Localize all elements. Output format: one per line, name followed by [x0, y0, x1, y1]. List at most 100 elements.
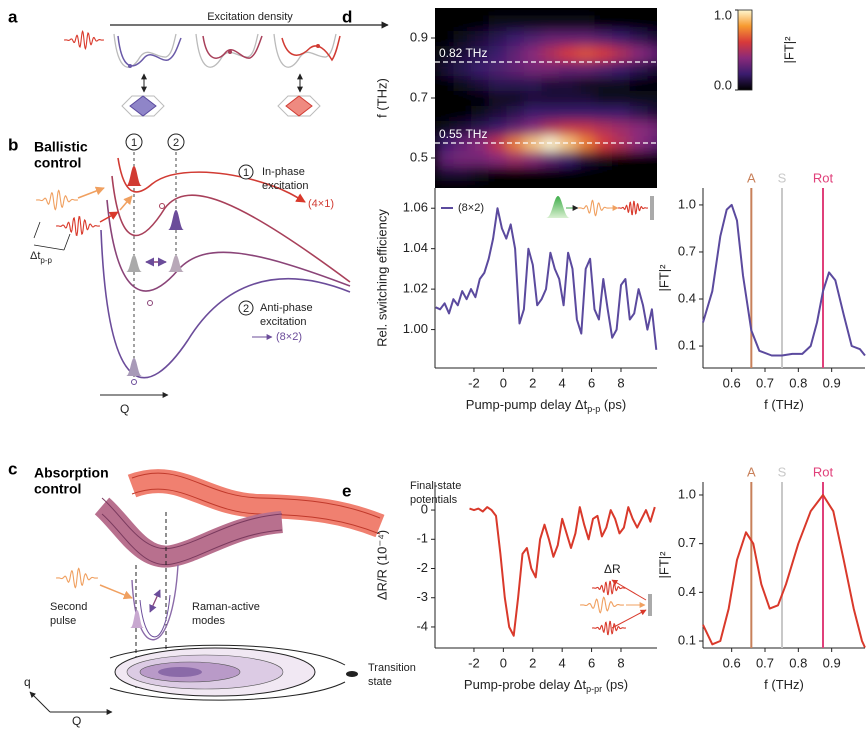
y-tick-label: 0.5 — [410, 149, 428, 164]
x-tick-label: 0.6 — [723, 375, 741, 390]
y-tick-label: 1.0 — [678, 196, 696, 211]
caption: Raman-active — [192, 601, 260, 613]
y-tick-label: 0.7 — [678, 535, 696, 550]
heatmap-cell — [523, 60, 543, 76]
y-axis-label: |FT|² — [656, 551, 671, 579]
heatmap-cell — [576, 150, 596, 166]
annotation-label: 0.82 THz — [439, 46, 487, 60]
state-label: (8×2) — [276, 331, 302, 343]
lattice — [277, 95, 321, 117]
legend-label: (8×2) — [458, 202, 484, 214]
heatmap-cell — [576, 75, 596, 91]
y-tick-label: 1.00 — [403, 321, 428, 336]
light-pulse — [592, 580, 626, 596]
heatmap-cell — [629, 120, 648, 136]
dot — [147, 300, 153, 306]
colorbar-label: |FT|² — [781, 36, 796, 64]
heatmap-cell — [435, 30, 454, 46]
y-tick-label: 0.7 — [678, 243, 696, 258]
x-tick-label: 0.8 — [789, 655, 807, 670]
heatmap-cell — [647, 15, 657, 31]
heatmap-cell — [471, 135, 490, 151]
heatmap-cell — [506, 150, 525, 166]
data-line — [435, 207, 658, 350]
potential-band — [127, 469, 385, 538]
heatmap-cell — [594, 30, 613, 46]
y-tick-label: -4 — [416, 618, 428, 633]
caption: potentials — [410, 494, 458, 506]
heatmap-cell — [647, 135, 657, 151]
marker-label: S — [778, 464, 787, 479]
light-pulse — [578, 199, 610, 217]
heatmap — [435, 15, 657, 181]
marker-label: A — [747, 464, 756, 479]
dot — [228, 50, 232, 54]
heatmap-cell — [453, 30, 472, 46]
heatmap-cell — [435, 45, 454, 61]
heatmap-cell — [453, 60, 472, 76]
heatmap-cell — [453, 45, 472, 61]
heatmap-cell — [559, 135, 578, 151]
heatmap-cell — [506, 60, 525, 76]
x-axis-label-part: Pump-probe delay Δt — [464, 677, 587, 692]
panel-label: a — [8, 7, 18, 26]
heatmap-cell — [612, 150, 631, 166]
potential — [111, 175, 351, 283]
potential — [117, 157, 306, 203]
heatmap-cell — [488, 30, 507, 46]
heatmap-cells — [435, 15, 657, 181]
heatmap-cell — [647, 45, 657, 61]
heatmap-cell — [471, 150, 490, 166]
heatmap-cell — [594, 150, 613, 166]
dot — [131, 379, 137, 385]
step-circle — [167, 133, 185, 151]
x-tick-label: 2 — [529, 375, 536, 390]
marker-label: A — [747, 170, 756, 185]
arrow — [611, 579, 647, 601]
x-tick-label: 4 — [559, 375, 566, 390]
potential — [113, 33, 177, 68]
mode-label: Anti-phase — [260, 302, 313, 314]
x-axis-label: f (THz) — [764, 397, 804, 412]
heatmap-cell — [471, 30, 490, 46]
potential — [281, 35, 341, 62]
dot — [128, 64, 132, 68]
heatmap-cell — [435, 90, 454, 106]
y-tick-label: -1 — [416, 531, 428, 546]
heatmap-cell — [559, 120, 578, 136]
y-tick-label: 0.4 — [678, 290, 696, 305]
x-tick-label: -2 — [468, 375, 480, 390]
contour — [158, 667, 202, 677]
heatmap-cell — [559, 45, 578, 61]
state-label: (4×1) — [308, 198, 334, 210]
y-axis-label: |FT|² — [656, 264, 671, 292]
lattice-cell — [129, 95, 157, 117]
caption: pulse — [50, 615, 76, 627]
y-tick-label: 1.02 — [403, 281, 428, 296]
pulse-envelope — [546, 196, 570, 218]
heatmap-cell — [594, 120, 613, 136]
x-axis-label-part: f (THz) — [764, 677, 804, 692]
potential-band — [94, 497, 284, 568]
heatmap-cell — [612, 30, 631, 46]
heatmap-cell — [453, 90, 472, 106]
heatmap-cell — [471, 120, 490, 136]
annotation-label: 0.55 THz — [439, 127, 487, 141]
y-axis-label: f (THz) — [374, 78, 389, 118]
heatmap-cell — [523, 45, 543, 61]
wavepacket — [126, 358, 142, 376]
bracket — [33, 221, 71, 251]
step-number: 1 — [131, 137, 137, 149]
heatmap-cell — [559, 165, 578, 181]
light-pulse — [56, 215, 100, 237]
x-tick-label: 0.9 — [823, 655, 841, 670]
heatmap-cell — [612, 75, 631, 91]
heatmap-cell — [488, 120, 507, 136]
heatmap-cell — [523, 30, 543, 46]
panel-a: a Excitation density — [8, 7, 389, 117]
potential — [195, 33, 259, 68]
heatmap-cell — [488, 75, 507, 91]
x-tick-label: 2 — [529, 655, 536, 670]
y-tick-label: -2 — [416, 560, 428, 575]
x-tick-label: 0.6 — [723, 655, 741, 670]
